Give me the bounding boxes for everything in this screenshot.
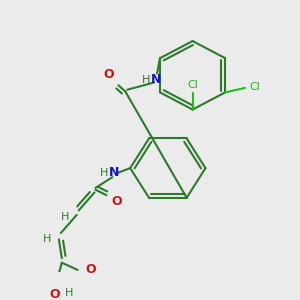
Text: N: N [109, 166, 119, 179]
Text: O: O [85, 263, 96, 276]
Text: N: N [151, 73, 161, 86]
Text: H: H [100, 168, 109, 178]
Text: H: H [65, 288, 73, 298]
Text: Cl: Cl [187, 80, 198, 90]
Text: O: O [50, 288, 60, 300]
Text: O: O [111, 195, 122, 208]
Text: Cl: Cl [249, 82, 260, 92]
Text: O: O [103, 68, 114, 81]
Text: H: H [142, 75, 150, 85]
Text: H: H [61, 212, 69, 222]
Text: H: H [43, 234, 51, 244]
